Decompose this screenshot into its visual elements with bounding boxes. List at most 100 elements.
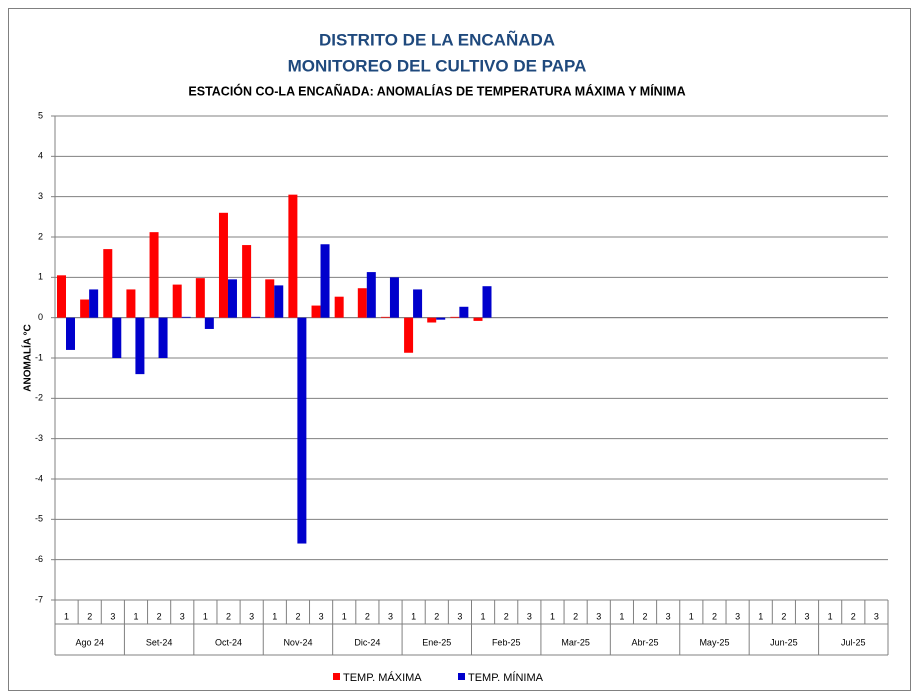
bar — [126, 289, 136, 318]
x-tick-label: 1 — [133, 611, 138, 621]
legend-label: TEMP. MÁXIMA — [343, 671, 422, 684]
legend-label: TEMP. MÍNIMA — [468, 671, 544, 684]
y-tick-label: -7 — [35, 594, 43, 604]
chart-subtitle-2: ESTACIÓN CO-LA ENCAÑADA: ANOMALÍAS DE TE… — [188, 83, 685, 98]
bar — [404, 317, 414, 353]
x-tick-label: 1 — [64, 611, 69, 621]
x-group-label: Ene-25 — [422, 637, 451, 647]
bar — [149, 232, 159, 318]
y-tick-label: 2 — [38, 231, 43, 241]
x-group-label: Feb-25 — [492, 637, 521, 647]
x-tick-label: 3 — [596, 611, 601, 621]
bar — [227, 279, 237, 318]
x-tick-label: 2 — [851, 611, 856, 621]
x-tick-label: 3 — [735, 611, 740, 621]
y-tick-label: 0 — [38, 312, 43, 322]
bar — [380, 316, 390, 318]
bar — [436, 317, 446, 320]
x-tick-label: 3 — [249, 611, 254, 621]
x-tick-label: 2 — [712, 611, 717, 621]
x-group-label: Jul-25 — [841, 637, 866, 647]
x-tick-label: 2 — [226, 611, 231, 621]
x-group-label: May-25 — [699, 637, 729, 647]
y-tick-label: -2 — [35, 393, 43, 403]
bar — [103, 249, 113, 318]
x-group-label: Abr-25 — [632, 637, 659, 647]
bar — [57, 275, 66, 318]
y-tick-label: -6 — [35, 554, 43, 564]
bar — [204, 317, 214, 329]
x-tick-label: 3 — [874, 611, 879, 621]
bar — [89, 289, 99, 318]
x-tick-label: 1 — [272, 611, 277, 621]
x-tick-label: 2 — [365, 611, 370, 621]
y-axis-label: ANOMALÍA °C — [21, 324, 34, 392]
y-tick-label: 4 — [38, 151, 43, 161]
x-group-label: Mar-25 — [561, 637, 590, 647]
bar — [66, 317, 75, 350]
x-group-label: Oct-24 — [215, 637, 242, 647]
bar — [172, 284, 182, 318]
bar — [482, 286, 492, 318]
x-group-label: Set-24 — [146, 637, 173, 647]
y-tick-label: -1 — [35, 352, 43, 362]
y-tick-label: 5 — [38, 110, 43, 120]
bar — [80, 299, 90, 318]
bar — [473, 317, 483, 321]
bar — [413, 289, 423, 318]
x-tick-label: 3 — [180, 611, 185, 621]
chart-title: DISTRITO DE LA ENCAÑADA — [319, 29, 555, 49]
y-tick-label: -4 — [35, 473, 43, 483]
x-tick-label: 2 — [157, 611, 162, 621]
chart-border — [8, 8, 911, 691]
bar — [195, 278, 205, 318]
x-tick-label: 3 — [457, 611, 462, 621]
y-tick-label: 3 — [38, 191, 43, 201]
bar — [181, 316, 191, 318]
x-tick-label: 2 — [573, 611, 578, 621]
x-tick-label: 2 — [87, 611, 92, 621]
x-tick-label: 1 — [481, 611, 486, 621]
y-tick-label: -5 — [35, 514, 43, 524]
x-tick-label: 3 — [805, 611, 810, 621]
x-tick-label: 1 — [411, 611, 416, 621]
bar — [311, 305, 321, 318]
x-tick-label: 1 — [758, 611, 763, 621]
x-group-label: Jun-25 — [770, 637, 798, 647]
legend-swatch — [333, 673, 340, 680]
bar — [389, 277, 399, 318]
x-tick-label: 3 — [110, 611, 115, 621]
bar — [242, 245, 252, 318]
x-tick-label: 1 — [619, 611, 624, 621]
x-tick-label: 1 — [342, 611, 347, 621]
x-tick-label: 2 — [504, 611, 509, 621]
x-tick-label: 3 — [388, 611, 393, 621]
bar — [320, 244, 330, 318]
x-tick-label: 2 — [434, 611, 439, 621]
x-group-label: Ago 24 — [75, 637, 104, 647]
bar — [112, 317, 122, 358]
bar — [334, 296, 344, 318]
x-tick-label: 3 — [319, 611, 324, 621]
bar — [251, 316, 261, 318]
bar — [274, 285, 284, 318]
legend-swatch — [458, 673, 465, 680]
y-tick-label: 1 — [38, 272, 43, 282]
bar — [265, 279, 275, 318]
bar — [357, 288, 367, 318]
bar — [459, 306, 469, 318]
bar — [135, 317, 145, 375]
x-tick-label: 2 — [643, 611, 648, 621]
x-tick-label: 1 — [203, 611, 208, 621]
x-group-label: Dic-24 — [354, 637, 380, 647]
bar — [366, 272, 376, 318]
x-tick-label: 3 — [527, 611, 532, 621]
x-tick-label: 1 — [689, 611, 694, 621]
bar — [288, 194, 298, 318]
bar — [450, 316, 460, 318]
x-tick-label: 2 — [781, 611, 786, 621]
x-tick-label: 1 — [828, 611, 833, 621]
bar — [218, 212, 228, 318]
x-group-label: Nov-24 — [283, 637, 312, 647]
